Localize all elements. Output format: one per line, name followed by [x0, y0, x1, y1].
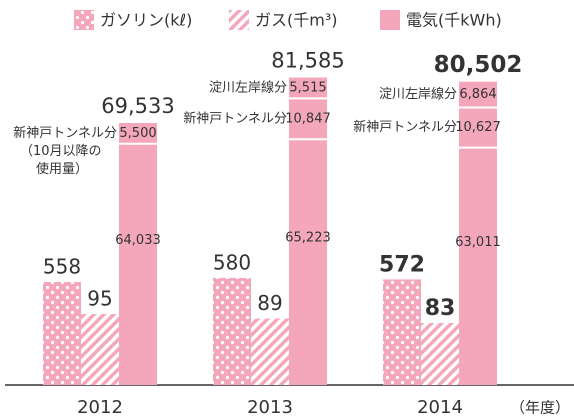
bar	[383, 279, 421, 385]
value-label: 572	[379, 252, 425, 277]
x-axis-label: （年度）	[510, 399, 570, 417]
bar	[43, 281, 81, 385]
note: 使用量）	[36, 161, 88, 177]
bar	[251, 318, 289, 385]
value-label: 558	[43, 254, 81, 278]
legend-swatch	[74, 10, 94, 30]
segment-name: 新神戸トンネル分	[183, 110, 287, 126]
x-tick-label: 2012	[77, 397, 123, 418]
total-label: 69,533	[101, 94, 174, 118]
note: （10月以降の	[20, 144, 102, 159]
bar-segment	[459, 107, 497, 148]
segment-label: 10,847	[285, 111, 331, 126]
bar-segment	[289, 77, 327, 99]
segment-name: 新神戸トンネル分	[13, 125, 117, 141]
value-label: 580	[213, 250, 251, 274]
bar-segment	[289, 98, 327, 140]
segment-name: 淀川左岸線分	[209, 79, 287, 95]
bar-segment	[119, 143, 157, 385]
segment-label: 5,500	[119, 126, 156, 141]
legend-label: ガス(千m³)	[255, 11, 338, 30]
segment-label: 6,864	[459, 87, 496, 102]
bar	[213, 277, 251, 385]
value-label: 83	[425, 296, 456, 321]
value-label: 95	[87, 287, 112, 311]
segment-label: 63,011	[455, 235, 501, 250]
bar-segment	[459, 147, 497, 385]
total-label: 81,585	[271, 49, 344, 73]
bar	[421, 322, 459, 385]
segment-name: 淀川左岸線分	[379, 86, 457, 102]
legend-swatch	[229, 10, 249, 30]
bar-segment	[459, 81, 497, 108]
segment-name: 新神戸トンネル分	[353, 119, 457, 135]
segment-label: 5,515	[289, 80, 326, 95]
segment-label: 10,627	[455, 120, 501, 135]
bar-segment	[289, 139, 327, 385]
bar-segment	[119, 122, 157, 144]
legend-label: ガソリン(kℓ)	[100, 11, 192, 30]
total-label: 80,502	[434, 52, 523, 78]
x-tick-label: 2014	[417, 397, 463, 418]
legend-label: 電気(千kWh)	[406, 11, 502, 30]
value-label: 89	[257, 291, 282, 315]
bar	[81, 314, 119, 385]
x-tick-label: 2013	[247, 397, 293, 418]
segment-label: 64,033	[115, 233, 161, 248]
legend-swatch	[380, 10, 400, 30]
segment-label: 65,223	[285, 231, 331, 246]
